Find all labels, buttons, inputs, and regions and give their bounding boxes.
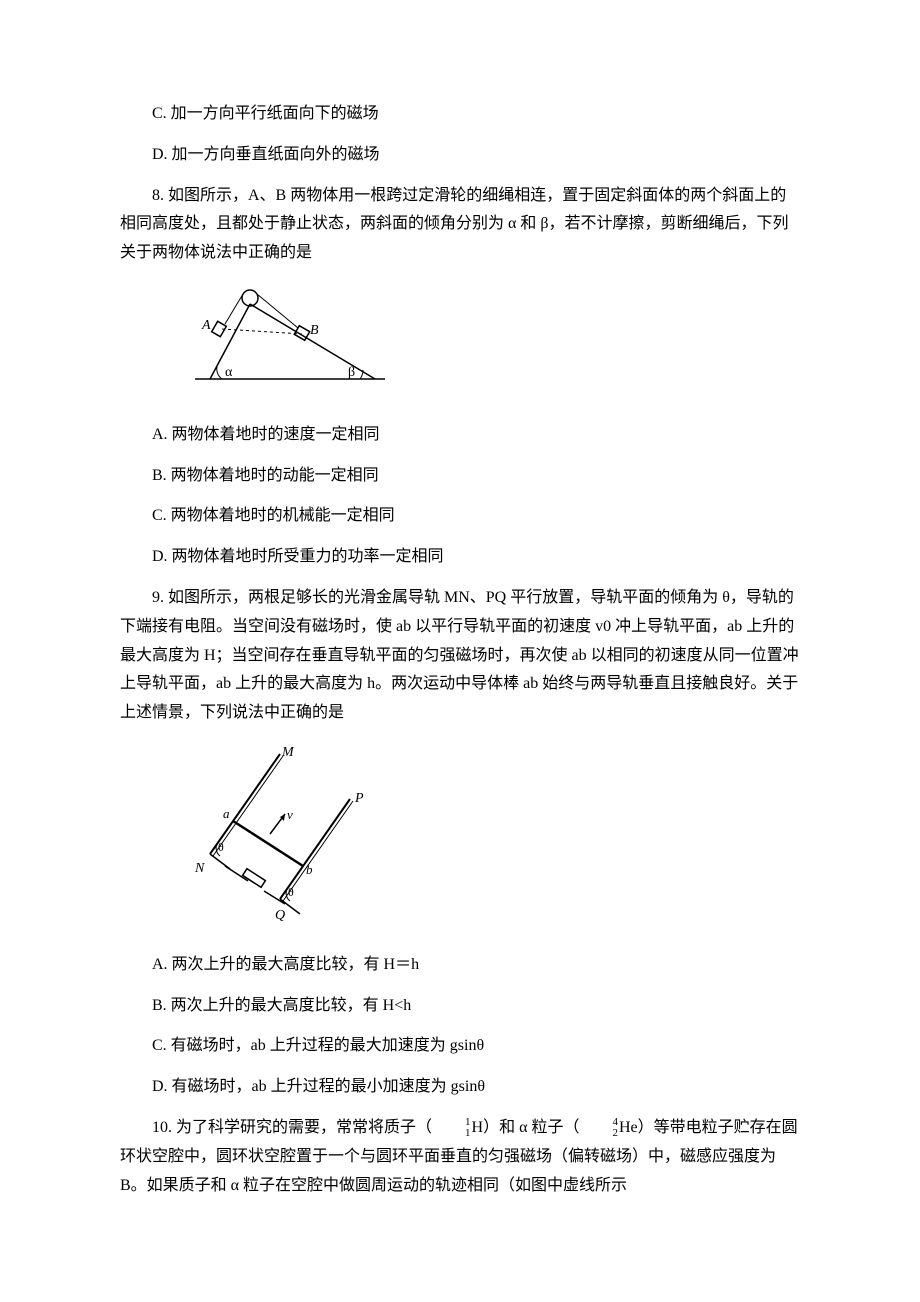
q10-frac2: 42	[580, 1117, 618, 1139]
q9-option-c: C. 有磁场时，ab 上升过程的最大加速度为 gsinθ	[120, 1032, 800, 1061]
q9-label-v: v	[287, 807, 293, 822]
q9-text: 9. 如图所示，两根足够长的光滑金属导轨 MN、PQ 平行放置，导轨平面的倾角为…	[120, 584, 800, 728]
q8-option-b: B. 两物体着地时的动能一定相同	[120, 462, 800, 491]
q9-label-theta2: θ	[288, 885, 294, 899]
q8-text: 8. 如图所示，A、B 两物体用一根跨过定滑轮的细绳相连，置于固定斜面体的两个斜…	[120, 182, 800, 268]
q9-option-a: A. 两次上升的最大高度比较，有 H＝h	[120, 951, 800, 980]
q8-label-b: B	[310, 323, 319, 338]
q9-label-p: P	[354, 791, 364, 806]
q9-label-m: M	[281, 745, 295, 760]
q9-diagram: M P N Q a b v θ θ	[180, 744, 800, 935]
q8-option-a: A. 两物体着地时的速度一定相同	[120, 421, 800, 450]
q10-frac1: 11	[433, 1117, 471, 1139]
q9-label-theta1: θ	[218, 840, 224, 854]
q9-label-b: b	[306, 862, 313, 877]
q10-text-2: H）和 α 粒子（	[472, 1119, 580, 1136]
q7-option-d: D. 加一方向垂直纸面向外的磁场	[120, 141, 800, 170]
q10-text: 10. 为了科学研究的需要，常常将质子（11H）和 α 粒子（42He）等带电粒…	[120, 1114, 800, 1200]
q8-diagram: A B α β	[180, 284, 800, 405]
q10-text-1: 10. 为了科学研究的需要，常常将质子（	[152, 1119, 432, 1136]
q9-label-q: Q	[275, 908, 285, 923]
q8-label-a: A	[201, 318, 211, 333]
q7-option-c: C. 加一方向平行纸面向下的磁场	[120, 100, 800, 129]
q8-label-alpha: α	[225, 365, 233, 380]
q8-option-d: D. 两物体着地时所受重力的功率一定相同	[120, 543, 800, 572]
q9-option-b: B. 两次上升的最大高度比较，有 H<h	[120, 992, 800, 1021]
q9-option-d: D. 有磁场时，ab 上升过程的最小加速度为 gsinθ	[120, 1073, 800, 1102]
q9-label-n: N	[194, 861, 205, 876]
q8-option-c: C. 两物体着地时的机械能一定相同	[120, 502, 800, 531]
q9-label-a: a	[223, 806, 230, 821]
q8-label-beta: β	[348, 365, 355, 380]
